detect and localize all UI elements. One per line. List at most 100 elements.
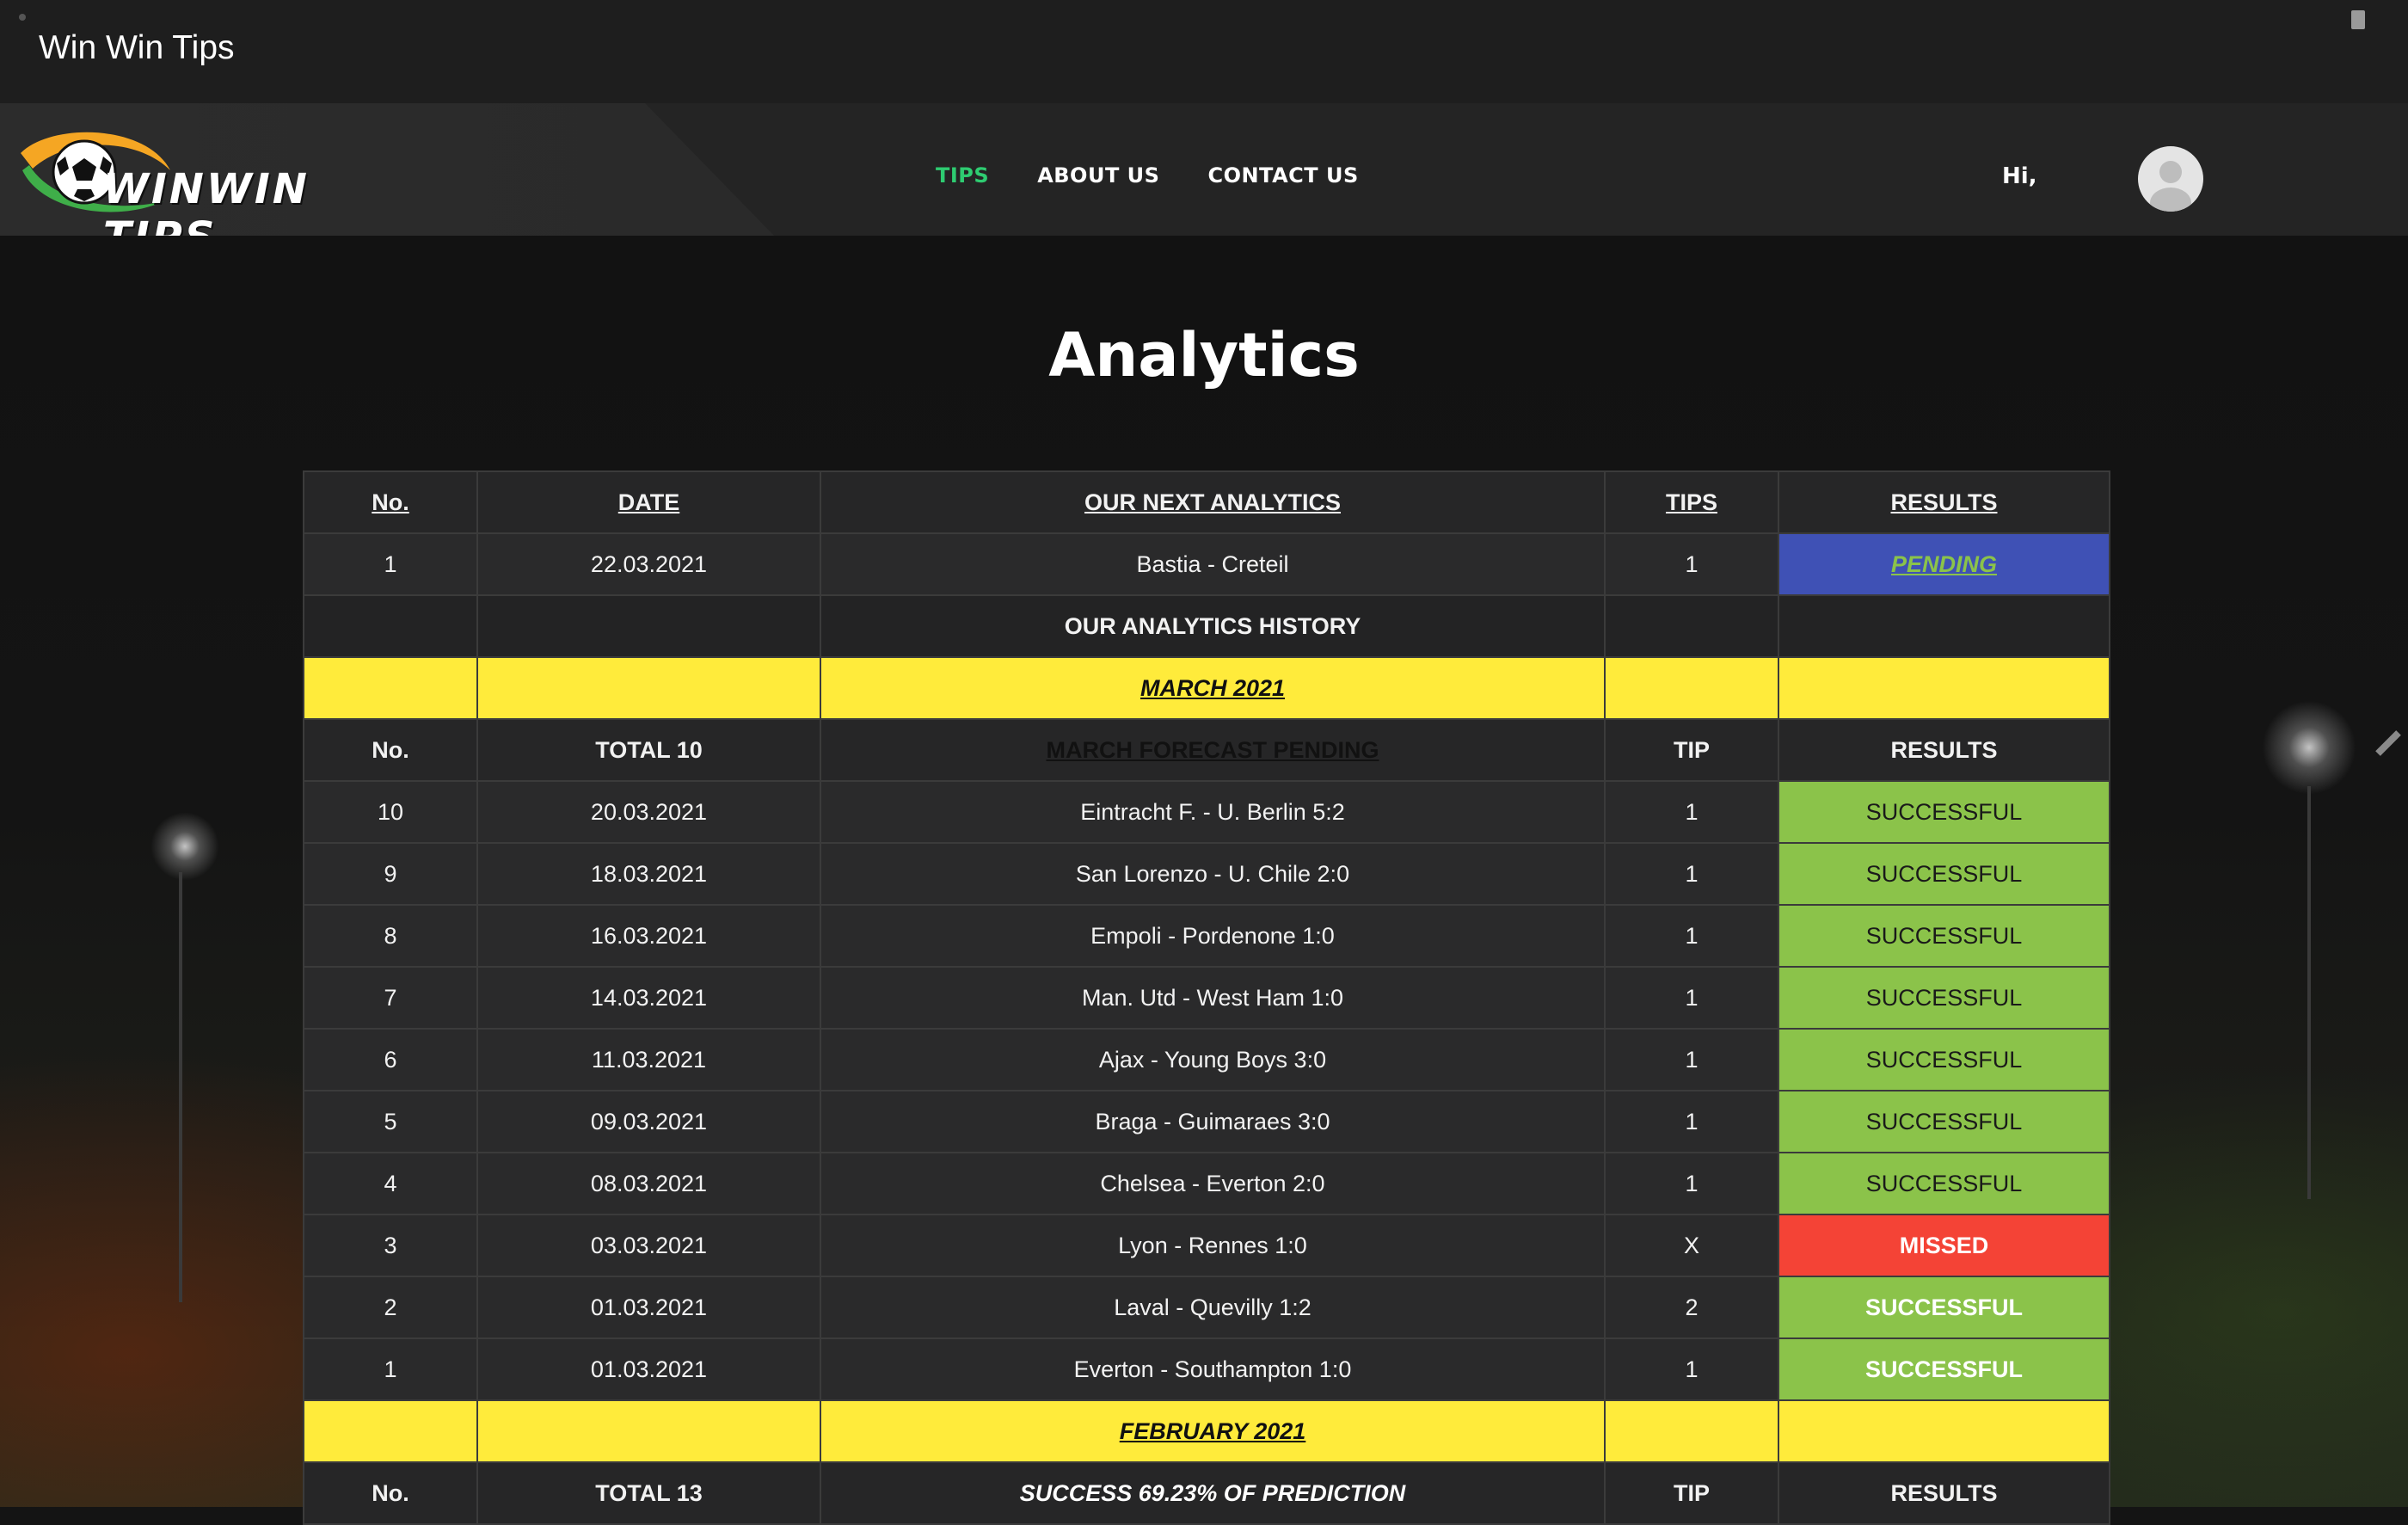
row-date: 16.03.2021 xyxy=(476,904,821,968)
row-tip: 1 xyxy=(1604,1337,1779,1401)
result-badge: SUCCESSFUL xyxy=(1778,780,2110,844)
logo-text: WINWIN TIPS xyxy=(103,165,310,236)
row-tip: 1 xyxy=(1604,904,1779,968)
result-badge: MISSED xyxy=(1778,1214,2110,1277)
row-no: 1 xyxy=(303,532,478,596)
row-no: 3 xyxy=(303,1214,478,1277)
user-greeting: Hi, xyxy=(2002,163,2037,189)
main-nav: TIPS ABOUT US CONTACT US xyxy=(936,163,1359,188)
table-row: 6 11.03.2021 Ajax - Young Boys 3:0 1 SUC… xyxy=(303,1028,2110,1091)
row-no: 9 xyxy=(303,842,478,906)
result-badge: SUCCESSFUL xyxy=(1778,1028,2110,1091)
empty-cell xyxy=(1604,656,1779,720)
table-header: No. DATE OUR NEXT ANALYTICS TIPS RESULTS xyxy=(303,470,2110,534)
result-badge: SUCCESSFUL xyxy=(1778,1090,2110,1153)
header-no: No. xyxy=(303,470,478,534)
row-date: 08.03.2021 xyxy=(476,1152,821,1215)
month-link-february[interactable]: FEBRUARY 2021 xyxy=(820,1399,1606,1463)
month-band-march: MARCH 2021 xyxy=(303,656,2110,720)
row-match: Everton - Southampton 1:0 xyxy=(820,1337,1606,1401)
row-no: 8 xyxy=(303,904,478,968)
march-summary-row: No. TOTAL 10 MARCH FORECAST PENDING TIP … xyxy=(303,718,2110,782)
table-row: 2 01.03.2021 Laval - Quevilly 1:2 2 SUCC… xyxy=(303,1276,2110,1339)
result-badge: SUCCESSFUL xyxy=(1778,966,2110,1030)
header-decor xyxy=(0,103,774,236)
site-logo[interactable]: WINWIN TIPS xyxy=(17,119,430,236)
empty-cell xyxy=(1778,1399,2110,1463)
table-row: 4 08.03.2021 Chelsea - Everton 2:0 1 SUC… xyxy=(303,1152,2110,1215)
avatar[interactable] xyxy=(2138,146,2203,212)
row-tip: 1 xyxy=(1604,842,1779,906)
row-date: 09.03.2021 xyxy=(476,1090,821,1153)
pending-link[interactable]: PENDING xyxy=(1778,532,2110,596)
result-badge: SUCCESSFUL xyxy=(1778,1337,2110,1401)
history-label: OUR ANALYTICS HISTORY xyxy=(820,594,1606,658)
row-match: Chelsea - Everton 2:0 xyxy=(820,1152,1606,1215)
row-match: Empoli - Pordenone 1:0 xyxy=(820,904,1606,968)
analytics-table: No. DATE OUR NEXT ANALYTICS TIPS RESULTS… xyxy=(303,470,2110,1525)
table-row: 3 03.03.2021 Lyon - Rennes 1:0 X MISSED xyxy=(303,1214,2110,1277)
row-no: 7 xyxy=(303,966,478,1030)
nav-contact-us[interactable]: CONTACT US xyxy=(1207,163,1359,188)
row-match: Eintracht F. - U. Berlin 5:2 xyxy=(820,780,1606,844)
month-label: MARCH 2021 xyxy=(1140,674,1286,701)
table-row: 10 20.03.2021 Eintracht F. - U. Berlin 5… xyxy=(303,780,2110,844)
history-label-row: OUR ANALYTICS HISTORY xyxy=(303,594,2110,658)
row-match: Laval - Quevilly 1:2 xyxy=(820,1276,1606,1339)
row-no: 2 xyxy=(303,1276,478,1339)
empty-cell xyxy=(476,594,821,658)
next-analytics-row: 1 22.03.2021 Bastia - Creteil 1 PENDING xyxy=(303,532,2110,596)
row-tip: 1 xyxy=(1604,1028,1779,1091)
status-dot xyxy=(19,14,26,21)
header-match: OUR NEXT ANALYTICS xyxy=(820,470,1606,534)
table-row: 7 14.03.2021 Man. Utd - West Ham 1:0 1 S… xyxy=(303,966,2110,1030)
empty-cell xyxy=(476,1399,821,1463)
row-tip: 1 xyxy=(1604,1152,1779,1215)
result-badge: SUCCESSFUL xyxy=(1778,842,2110,906)
row-date: 18.03.2021 xyxy=(476,842,821,906)
row-match: Lyon - Rennes 1:0 xyxy=(820,1214,1606,1277)
row-match: Ajax - Young Boys 3:0 xyxy=(820,1028,1606,1091)
nav-tips[interactable]: TIPS xyxy=(936,163,990,188)
sub-total: TOTAL 13 xyxy=(476,1461,821,1525)
sub-result: RESULTS xyxy=(1778,1461,2110,1525)
header-tip: TIPS xyxy=(1604,470,1779,534)
row-match: San Lorenzo - U. Chile 2:0 xyxy=(820,842,1606,906)
march-forecast-link[interactable]: MARCH FORECAST PENDING xyxy=(820,718,1606,782)
row-match: Man. Utd - West Ham 1:0 xyxy=(820,966,1606,1030)
nav-about-us[interactable]: ABOUT US xyxy=(1037,163,1160,188)
february-summary-row: No. TOTAL 13 SUCCESS 69.23% OF PREDICTIO… xyxy=(303,1461,2110,1525)
floodlight-pole-left xyxy=(179,872,182,1302)
soccer-ball-icon xyxy=(21,132,170,212)
empty-cell xyxy=(1778,656,2110,720)
site-header: WINWIN TIPS TIPS ABOUT US CONTACT US Hi, xyxy=(0,103,2408,236)
empty-cell xyxy=(476,656,821,720)
row-tip: 1 xyxy=(1604,532,1779,596)
app-title: Win Win Tips xyxy=(39,29,235,66)
result-badge: SUCCESSFUL xyxy=(1778,1276,2110,1339)
month-band-february: FEBRUARY 2021 xyxy=(303,1399,2110,1463)
row-date: 01.03.2021 xyxy=(476,1276,821,1339)
row-date: 22.03.2021 xyxy=(476,532,821,596)
row-no: 1 xyxy=(303,1337,478,1401)
page-title: Analytics xyxy=(1048,320,1360,390)
row-date: 01.03.2021 xyxy=(476,1337,821,1401)
floodlight-pole-right xyxy=(2307,786,2311,1199)
table-row: 1 01.03.2021 Everton - Southampton 1:0 1… xyxy=(303,1337,2110,1401)
row-tip: 1 xyxy=(1604,966,1779,1030)
empty-cell xyxy=(303,656,478,720)
table-row: 5 09.03.2021 Braga - Guimaraes 3:0 1 SUC… xyxy=(303,1090,2110,1153)
row-date: 14.03.2021 xyxy=(476,966,821,1030)
sub-tip: TIP xyxy=(1604,1461,1779,1525)
month-label: FEBRUARY 2021 xyxy=(1119,1417,1306,1444)
floodlight-right xyxy=(2262,700,2356,795)
user-icon xyxy=(2150,161,2191,212)
sub-total: TOTAL 10 xyxy=(476,718,821,782)
sub-tip: TIP xyxy=(1604,718,1779,782)
row-match: Braga - Guimaraes 3:0 xyxy=(820,1090,1606,1153)
battery-icon xyxy=(2351,10,2365,29)
result-badge: SUCCESSFUL xyxy=(1778,1152,2110,1215)
row-no: 10 xyxy=(303,780,478,844)
month-link-march[interactable]: MARCH 2021 xyxy=(820,656,1606,720)
row-tip: 1 xyxy=(1604,780,1779,844)
